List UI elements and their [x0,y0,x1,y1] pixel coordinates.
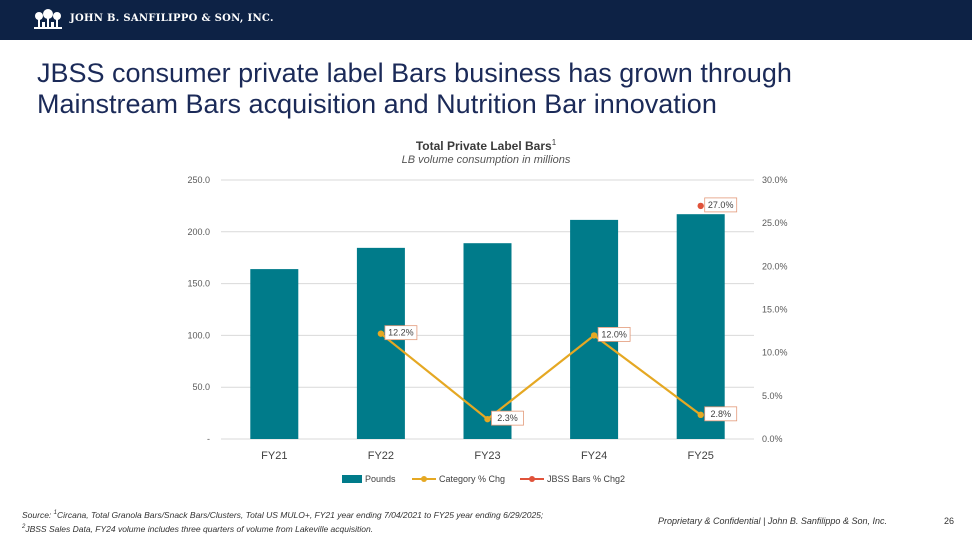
slide-title: JBSS consumer private label Bars busines… [37,58,957,120]
series-point [697,202,704,210]
slide-title-line-1: JBSS consumer private label Bars busines… [37,58,792,88]
y-left-tick-label: 150.0 [187,279,210,289]
y-left-tick-label: 250.0 [187,175,210,185]
data-label: 27.0% [708,200,734,210]
x-tick-label: FY22 [368,450,394,462]
chart-title: Total Private Label Bars1 [0,138,972,153]
legend-swatch-marker [421,476,427,482]
data-label: 2.8% [710,409,731,419]
chart-title-superscript: 1 [551,138,557,147]
company-name: JOHN B. SANFILIPPO & SON, INC. [70,13,274,24]
series-point [484,415,491,423]
bar-fy25 [676,214,725,439]
tree-logo-icon [34,9,62,29]
y-right-tick-label: 15.0% [762,305,788,315]
series-line-0 [380,332,702,421]
header-banner: JOHN B. SANFILIPPO & SON, INC. [0,0,972,40]
slide-title-line-2: Mainstream Bars acquisition and Nutritio… [37,89,717,119]
source-prefix: Source: [22,509,54,520]
bar-fy21 [250,269,299,439]
y-right-tick-label: 10.0% [762,348,788,358]
legend-label: Pounds [365,474,396,484]
source-superscript-1: 1 [53,510,57,516]
confidential-notice: Proprietary & Confidential | John B. San… [658,516,887,526]
x-tick-label: FY21 [261,450,287,462]
legend-label: JBSS Bars % Chg2 [547,474,625,484]
y-left-tick-label: - [207,434,210,444]
data-label-box [597,326,631,342]
chart-subtitle: LB volume consumption in millions [401,154,571,166]
legend-swatch-bar [342,475,362,483]
bar-fy22 [356,247,405,439]
bar-fy23 [463,243,512,439]
source-line-2: JBSS Sales Data, FY24 volume includes th… [25,523,374,534]
data-label-box [704,197,738,213]
data-label: 2.3% [497,413,518,423]
data-label-box [491,410,524,426]
x-tick-label: FY23 [474,450,500,462]
source-superscript-2: 2 [22,523,26,530]
data-label: 12.2% [388,328,414,338]
series-point [377,330,385,337]
data-label-box [384,325,418,341]
series-point [590,332,598,339]
y-right-tick-label: 25.0% [762,218,788,228]
page-number: 26 [944,516,955,526]
y-right-tick-label: 20.0% [762,261,788,271]
series-point [697,411,704,419]
x-tick-label: FY24 [581,450,607,462]
y-right-tick-label: 30.0% [762,175,788,185]
data-label: 12.0% [601,329,627,339]
chart-title-text: Total Private Label Bars [415,139,552,153]
y-right-tick-label: 0.0% [762,434,783,444]
source-line-1: Circana, Total Granola Bars/Snack Bars/C… [57,509,544,520]
x-tick-label: FY25 [688,450,714,462]
chart: - 50.0 100.0 150.0 200.0 250.0 0.0% 5.0% 10.0% 15… [187,175,788,484]
data-label-box [704,406,738,422]
legend-swatch-marker [529,476,535,482]
y-left-tick-label: 100.0 [187,330,210,340]
legend-label: Category % Chg [439,474,505,484]
y-left-tick-label: 50.0 [192,382,210,392]
y-left-tick-label: 200.0 [187,227,210,237]
y-right-tick-label: 5.0% [762,391,783,401]
footer-source: Source: 1Circana, Total Granola Bars/Sna… [22,507,662,535]
